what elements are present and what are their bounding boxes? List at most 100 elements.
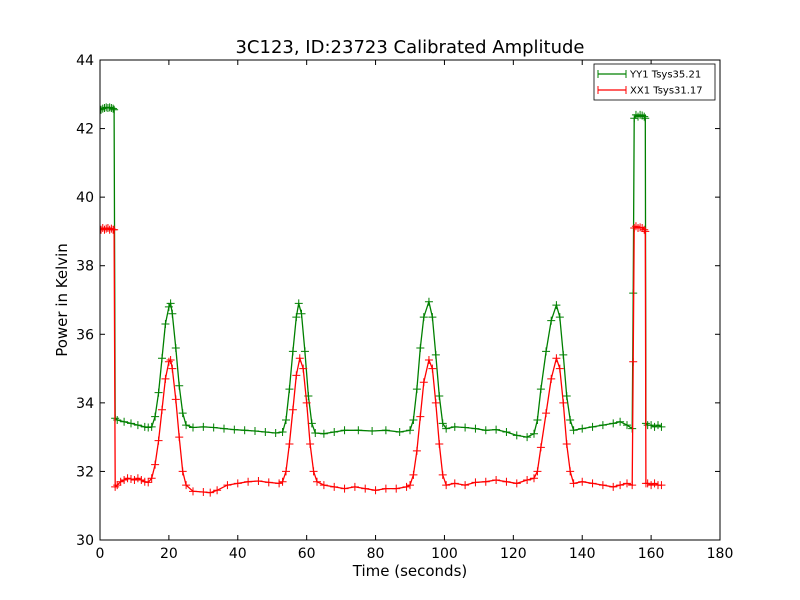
data-point-marker — [555, 313, 564, 322]
series-layer — [100, 103, 666, 497]
data-point-marker — [110, 105, 119, 114]
data-point-marker — [133, 474, 142, 483]
legend-marker — [597, 86, 627, 94]
plot-area: 0 20 40 60 80 100 120 140 160 180 30 32 34 36 38 40 42 4… — [76, 53, 733, 562]
legend-entry: XX1 Tsys31.17 — [597, 86, 703, 97]
data-point-marker — [103, 224, 112, 232]
data-point-marker — [424, 356, 433, 364]
data-point-marker — [578, 424, 587, 433]
data-point-marker — [512, 431, 521, 440]
data-point-marker — [306, 440, 315, 448]
data-point-marker — [288, 405, 297, 414]
data-point-marker — [288, 347, 297, 356]
data-point-marker — [562, 440, 571, 448]
data-point-marker — [127, 474, 135, 483]
data-point-marker — [161, 374, 170, 383]
data-point-marker — [438, 419, 447, 428]
data-point-marker — [428, 313, 437, 322]
data-point-marker — [409, 470, 418, 479]
x-tick-label: 20 — [160, 546, 178, 562]
data-point-marker — [435, 392, 444, 400]
data-point-marker — [371, 486, 380, 495]
data-point-marker — [552, 301, 561, 310]
data-point-marker — [319, 429, 328, 438]
data-point-marker — [530, 474, 538, 483]
data-point-marker — [598, 481, 607, 490]
data-point-marker — [300, 347, 309, 356]
plot-background — [100, 60, 720, 540]
data-point-marker — [133, 421, 142, 430]
data-point-marker — [209, 423, 218, 432]
legend-box — [593, 63, 716, 101]
data-point-marker — [309, 467, 318, 476]
data-point-marker — [471, 478, 480, 487]
x-tick-label: 140 — [569, 546, 596, 562]
x-tick-label: 80 — [367, 546, 385, 562]
chart-title: 3C123, ID:23723 Calibrated Amplitude — [235, 37, 584, 58]
data-point-marker — [244, 477, 253, 486]
data-point-marker — [578, 477, 587, 486]
data-point-marker — [161, 320, 170, 328]
data-point-marker — [569, 426, 578, 435]
data-point-marker — [630, 114, 639, 123]
data-point-marker — [502, 477, 511, 486]
legend: YY1 Tsys35.21 XX1 Tsys31.17 — [593, 63, 716, 101]
data-point-marker — [105, 103, 114, 112]
data-point-marker — [254, 477, 263, 486]
data-point-marker — [147, 422, 156, 431]
data-point-marker — [559, 398, 568, 407]
data-point-marker — [566, 416, 575, 424]
data-point-marker — [552, 354, 561, 363]
data-point-marker — [151, 460, 160, 469]
data-point-marker — [598, 421, 607, 430]
data-point-marker — [381, 426, 390, 435]
data-point-marker — [392, 484, 401, 493]
data-point-marker — [319, 481, 328, 490]
data-point-marker — [428, 364, 437, 373]
data-point-marker — [502, 428, 511, 436]
x-tick-label: 40 — [229, 546, 247, 562]
data-point-marker — [566, 467, 575, 476]
x-tick-label: 160 — [638, 546, 665, 562]
data-point-marker — [294, 299, 303, 308]
data-point-marker — [189, 487, 197, 496]
data-point-marker — [647, 481, 656, 490]
data-point-marker — [616, 417, 625, 426]
data-point-marker — [481, 426, 490, 435]
data-point-marker — [450, 479, 459, 488]
data-point-marker — [233, 479, 242, 488]
data-point-marker — [175, 381, 184, 390]
data-point-marker — [230, 425, 239, 434]
data-point-marker — [647, 421, 656, 430]
data-point-marker — [641, 227, 650, 236]
data-point-marker — [164, 357, 173, 366]
data-point-marker — [313, 477, 321, 486]
data-point-marker — [285, 440, 294, 448]
legend-entry: YY1 Tsys35.21 — [597, 70, 701, 81]
data-point-marker — [264, 478, 273, 487]
data-point-marker — [147, 474, 156, 483]
data-point-marker — [569, 479, 578, 488]
data-point-marker — [623, 421, 631, 430]
data-point-marker — [609, 482, 618, 491]
data-point-marker — [295, 354, 304, 363]
data-point-marker — [166, 299, 175, 308]
data-point-marker — [251, 426, 259, 435]
data-point-marker — [302, 398, 311, 407]
data-point-marker — [182, 421, 191, 430]
data-point-marker — [547, 374, 556, 383]
data-point-marker — [631, 222, 640, 231]
data-point-marker — [640, 225, 649, 234]
data-point-marker — [657, 481, 666, 490]
series-line — [100, 106, 662, 438]
data-point-marker — [450, 422, 459, 431]
data-point-marker — [120, 417, 129, 426]
legend-label: XX1 Tsys31.17 — [630, 86, 703, 97]
data-point-marker — [285, 385, 294, 394]
legend-label: YY1 Tsys35.21 — [629, 70, 701, 81]
data-point-marker — [650, 422, 659, 431]
data-point-marker — [381, 484, 390, 493]
data-point-marker — [100, 105, 106, 114]
data-point-marker — [113, 481, 122, 490]
data-point-marker — [431, 398, 440, 407]
